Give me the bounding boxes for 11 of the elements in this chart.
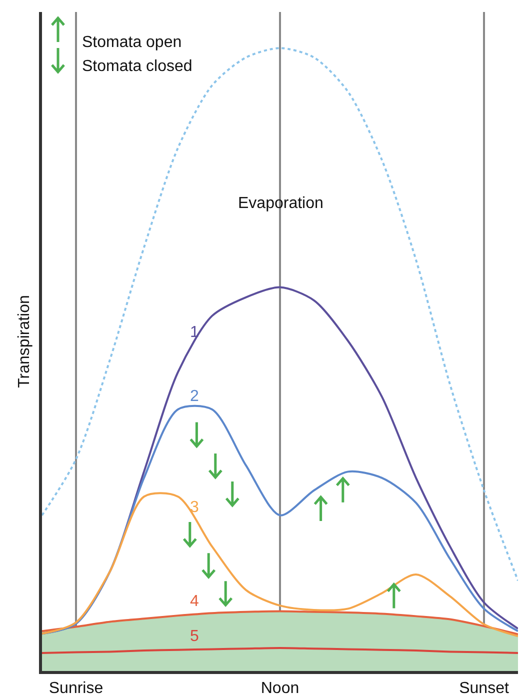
- y-axis-title: Transpiration: [16, 295, 33, 388]
- annotation: Evaporation: [238, 195, 324, 212]
- series-label: 4: [190, 593, 199, 610]
- annotation: Stomata closed: [82, 58, 192, 75]
- series-label: 3: [190, 499, 199, 516]
- annotation: Stomata open: [82, 34, 182, 51]
- x-tick-label: Sunset: [459, 680, 510, 698]
- series-label: 5: [190, 628, 199, 645]
- x-tick-label: Sunrise: [48, 680, 104, 698]
- x-tick-label: Noon: [260, 680, 300, 698]
- series-label: 2: [190, 388, 199, 405]
